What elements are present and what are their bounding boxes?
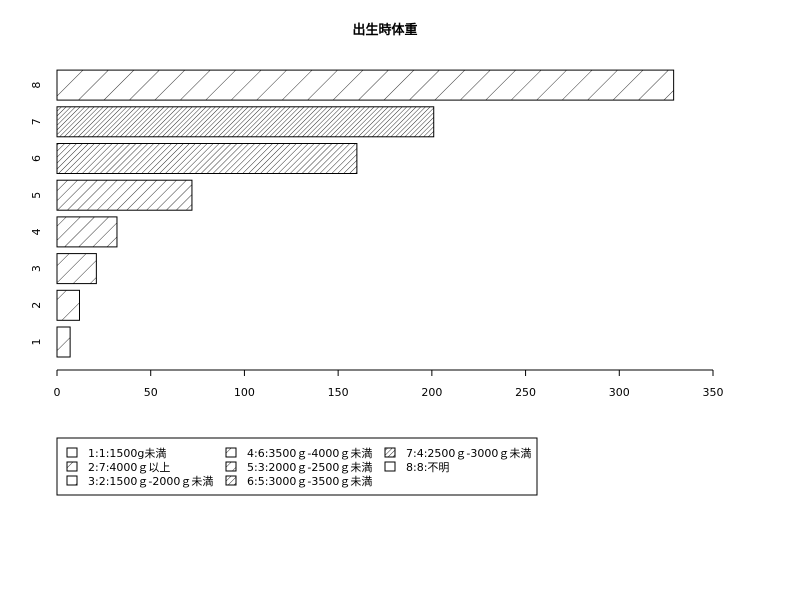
legend-swatch xyxy=(225,447,237,458)
legend-label: 1:1:1500g未満 xyxy=(88,447,166,460)
legend-swatch xyxy=(66,475,78,486)
bar-6 xyxy=(56,143,358,174)
legend-label: 4:6:3500ｇ-4000ｇ未満 xyxy=(247,447,372,460)
legend-box xyxy=(56,437,538,496)
x-tick-label: 0 xyxy=(54,386,61,399)
legend-swatch xyxy=(384,447,396,458)
chart-title: 出生時体重 xyxy=(352,22,417,38)
legend-label: 8:8:不明 xyxy=(406,461,449,474)
legend-item: 6:5:3000ｇ-3500ｇ未満 xyxy=(225,475,372,488)
x-tick-label: 50 xyxy=(144,386,158,399)
y-axis: 1 2 3 4 5 6 7 8 xyxy=(30,82,43,346)
legend-label: 3:2:1500ｇ-2000ｇ未満 xyxy=(88,475,213,488)
legend-label: 6:5:3000ｇ-3500ｇ未満 xyxy=(247,475,372,488)
bars-layer xyxy=(56,69,675,358)
legend-label: 5:3:2000ｇ-2500ｇ未満 xyxy=(247,461,372,474)
y-tick-label: 6 xyxy=(30,155,43,162)
x-tick-label: 150 xyxy=(328,386,349,399)
legend-item: 2:7:4000ｇ以上 xyxy=(66,461,170,474)
x-tick-label: 100 xyxy=(234,386,255,399)
y-tick-label: 8 xyxy=(30,82,43,89)
bar-8 xyxy=(56,69,675,101)
bar-5 xyxy=(56,179,193,211)
x-tick-label: 350 xyxy=(703,386,724,399)
bar-1 xyxy=(56,326,71,358)
y-tick-label: 1 xyxy=(30,339,43,346)
x-tick-label: 300 xyxy=(609,386,630,399)
legend-label: 7:4:2500ｇ-3000ｇ未満 xyxy=(406,447,531,460)
x-axis: 0 50 100 150 200 250 300 350 xyxy=(54,369,724,399)
legend-label: 2:7:4000ｇ以上 xyxy=(88,461,170,474)
legend-item: 1:1:1500g未満 xyxy=(66,447,166,460)
y-tick-label: 3 xyxy=(30,265,43,272)
legend-swatch xyxy=(66,461,78,472)
x-tick-label: 200 xyxy=(421,386,442,399)
legend-item: 4:6:3500ｇ-4000ｇ未満 xyxy=(225,447,372,460)
legend-item: 5:3:2000ｇ-2500ｇ未満 xyxy=(225,461,372,474)
bar-7 xyxy=(56,106,435,138)
legend-item: 8:8:不明 xyxy=(384,461,449,474)
y-tick-label: 4 xyxy=(30,228,43,235)
bar-3 xyxy=(56,253,97,285)
legend-item: 3:2:1500ｇ-2000ｇ未満 xyxy=(66,475,213,488)
y-tick-label: 7 xyxy=(30,118,43,125)
bar-4 xyxy=(56,216,118,248)
legend-swatch xyxy=(384,461,396,472)
legend-swatch xyxy=(225,475,237,486)
legend-item: 7:4:2500ｇ-3000ｇ未満 xyxy=(384,447,531,460)
x-tick-label: 250 xyxy=(515,386,536,399)
legend-swatch xyxy=(66,447,78,458)
bar-2 xyxy=(56,289,80,321)
legend-swatch xyxy=(225,461,237,472)
y-tick-label: 5 xyxy=(30,192,43,199)
y-tick-label: 2 xyxy=(30,302,43,309)
